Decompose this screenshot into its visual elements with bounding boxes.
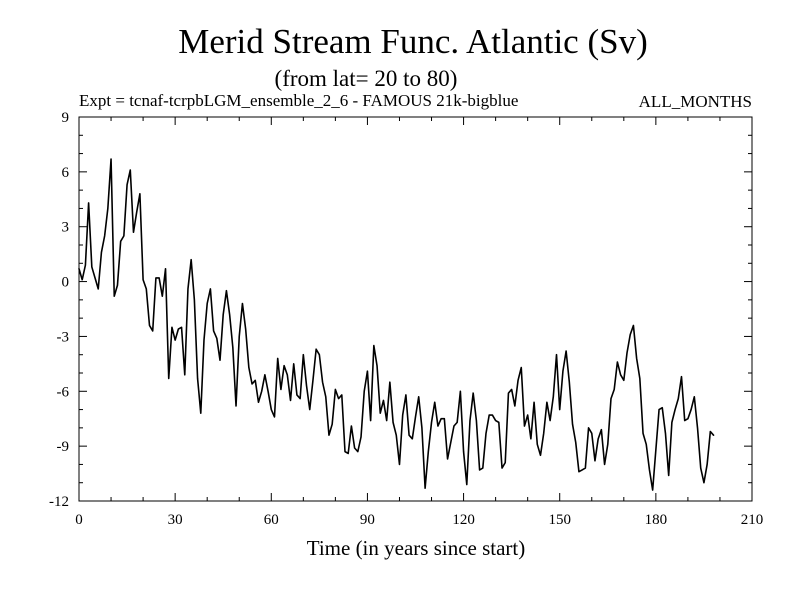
x-tick-label: 150 xyxy=(548,512,571,528)
chart-subtitle: (from lat= 20 to 80) xyxy=(275,66,458,91)
x-tick-label: 120 xyxy=(452,512,475,528)
y-tick-label: -9 xyxy=(57,439,70,455)
x-tick-label: 0 xyxy=(75,512,83,528)
x-tick-label: 90 xyxy=(360,512,375,528)
y-tick-label: 0 xyxy=(62,275,70,291)
axis-ticks xyxy=(78,116,753,502)
months-label: ALL_MONTHS xyxy=(639,92,752,111)
plot-frame xyxy=(78,116,753,502)
y-tick-label: 3 xyxy=(62,220,70,236)
x-tick-label: 180 xyxy=(645,512,668,528)
chart-title: Merid Stream Func. Atlantic (Sv) xyxy=(178,22,648,61)
y-tick-label: 9 xyxy=(62,110,70,126)
x-tick-label: 60 xyxy=(264,512,279,528)
x-tick-label: 210 xyxy=(741,512,764,528)
y-tick-label: -3 xyxy=(57,329,70,345)
y-tick-label: -12 xyxy=(49,494,69,510)
series-line xyxy=(78,158,715,491)
experiment-label: Expt = tcnaf-tcrpbLGM_ensemble_2_6 - FAM… xyxy=(79,91,518,110)
x-tick-label: 30 xyxy=(168,512,183,528)
tick-labels: 0 30 60 90 120 150 180 210 -12 -9 -6 -3 0 3 6 9 xyxy=(49,110,763,528)
y-tick-label: 6 xyxy=(62,165,70,181)
y-tick-label: -6 xyxy=(57,384,70,400)
x-axis-label: Time (in years since start) xyxy=(307,536,526,560)
